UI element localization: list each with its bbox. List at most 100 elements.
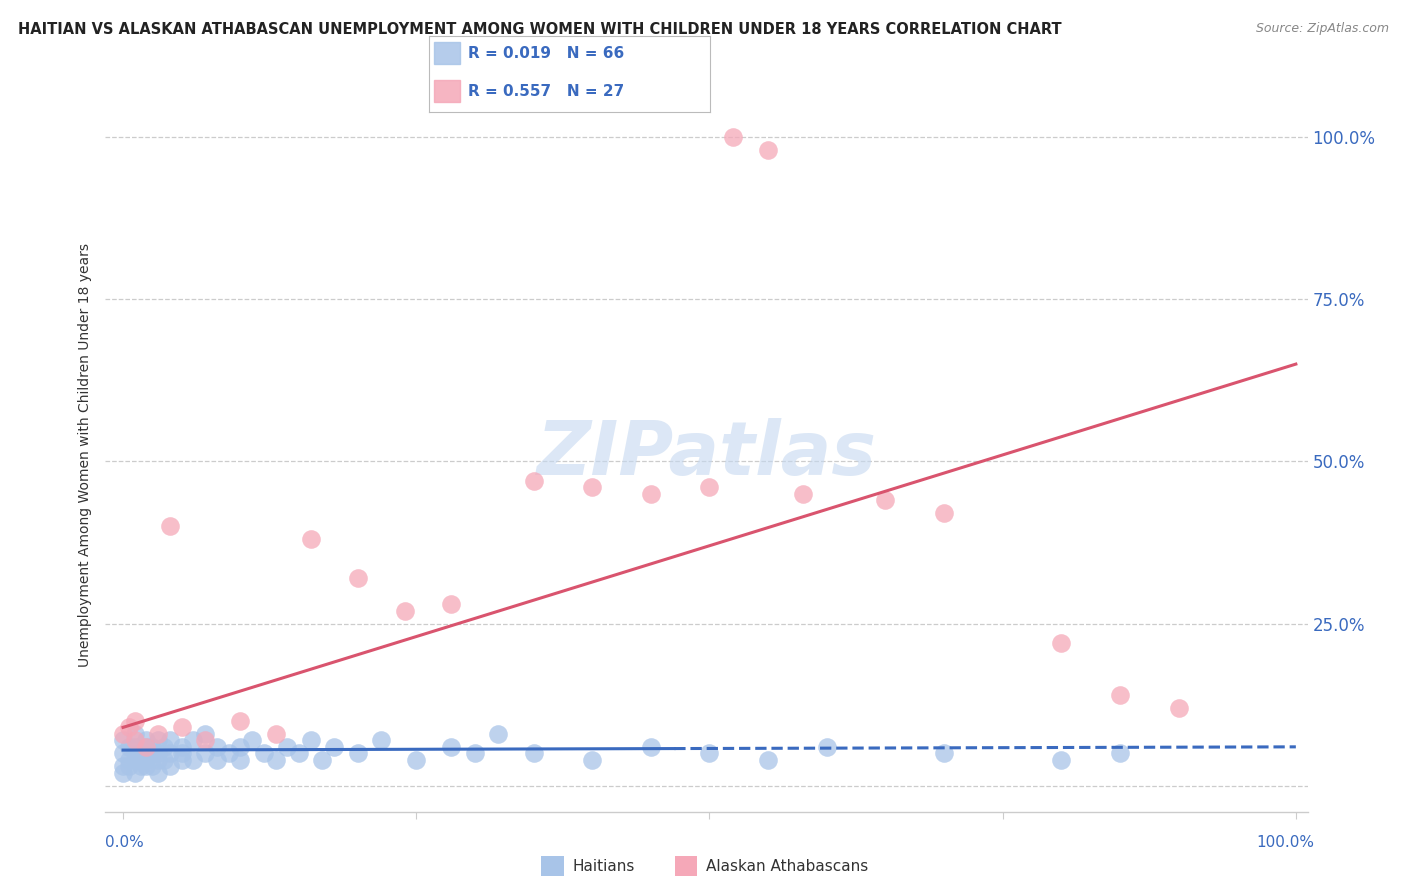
Point: [299, 533, 322, 547]
Point: [581, 753, 603, 767]
Text: Source: ZipAtlas.com: Source: ZipAtlas.com: [1256, 22, 1389, 36]
Point: [875, 493, 897, 508]
Point: [170, 747, 193, 761]
Point: [394, 604, 416, 618]
Point: [311, 753, 333, 767]
Point: [440, 739, 463, 754]
Point: [218, 747, 240, 761]
Point: [129, 753, 152, 767]
Point: [148, 765, 170, 780]
Point: [124, 727, 146, 741]
Point: [124, 733, 146, 747]
Point: [276, 739, 298, 754]
Point: [699, 747, 721, 761]
Point: [148, 753, 170, 767]
Point: [194, 733, 217, 747]
Point: [640, 739, 662, 754]
Point: [721, 130, 744, 145]
Point: [112, 759, 135, 773]
Point: [124, 714, 146, 728]
Point: [440, 597, 463, 611]
Y-axis label: Unemployment Among Women with Children Under 18 years: Unemployment Among Women with Children U…: [77, 243, 91, 667]
Point: [299, 733, 322, 747]
Point: [370, 733, 392, 747]
Point: [1050, 636, 1073, 650]
Point: [129, 747, 152, 761]
Point: [135, 733, 157, 747]
Text: Alaskan Athabascans: Alaskan Athabascans: [706, 859, 868, 873]
Point: [124, 753, 146, 767]
Bar: [434, 79, 460, 103]
Point: [229, 714, 252, 728]
Point: [229, 753, 252, 767]
Point: [159, 747, 181, 761]
Point: [522, 474, 544, 488]
Point: [264, 753, 287, 767]
Point: [112, 727, 135, 741]
Text: 100.0%: 100.0%: [1257, 836, 1315, 850]
Point: [135, 739, 157, 754]
Point: [135, 753, 157, 767]
Point: [118, 753, 141, 767]
Point: [124, 739, 146, 754]
Point: [124, 765, 146, 780]
Point: [159, 759, 181, 773]
Point: [148, 727, 170, 741]
Point: [932, 506, 955, 520]
Point: [194, 727, 217, 741]
Text: 0.0%: 0.0%: [105, 836, 145, 850]
Text: ZIPatlas: ZIPatlas: [537, 418, 876, 491]
Point: [464, 747, 486, 761]
Point: [153, 753, 176, 767]
Point: [932, 747, 955, 761]
Point: [346, 571, 368, 585]
Text: HAITIAN VS ALASKAN ATHABASCAN UNEMPLOYMENT AMONG WOMEN WITH CHILDREN UNDER 18 YE: HAITIAN VS ALASKAN ATHABASCAN UNEMPLOYME…: [18, 22, 1062, 37]
Point: [141, 747, 163, 761]
Point: [129, 759, 152, 773]
Point: [135, 739, 157, 754]
Point: [640, 487, 662, 501]
Point: [170, 753, 193, 767]
Point: [124, 747, 146, 761]
Point: [253, 747, 276, 761]
Point: [159, 733, 181, 747]
Point: [815, 739, 838, 754]
Point: [118, 720, 141, 734]
Text: Haitians: Haitians: [572, 859, 634, 873]
Point: [1109, 747, 1132, 761]
Point: [522, 747, 544, 761]
Point: [112, 733, 135, 747]
Point: [141, 759, 163, 773]
Point: [699, 480, 721, 494]
Point: [1050, 753, 1073, 767]
Text: R = 0.019   N = 66: R = 0.019 N = 66: [468, 45, 624, 61]
Point: [229, 739, 252, 754]
Point: [792, 487, 814, 501]
Point: [118, 739, 141, 754]
Point: [240, 733, 263, 747]
Point: [405, 753, 427, 767]
Point: [112, 765, 135, 780]
Text: R = 0.557   N = 27: R = 0.557 N = 27: [468, 84, 624, 98]
Point: [159, 519, 181, 533]
Point: [288, 747, 311, 761]
Point: [170, 739, 193, 754]
Point: [135, 759, 157, 773]
Point: [1109, 688, 1132, 702]
Point: [141, 739, 163, 754]
Point: [148, 733, 170, 747]
Bar: [434, 42, 460, 64]
Point: [153, 739, 176, 754]
Point: [205, 753, 228, 767]
Point: [581, 480, 603, 494]
Point: [148, 747, 170, 761]
Point: [323, 739, 346, 754]
Point: [756, 143, 779, 157]
Point: [183, 753, 205, 767]
Point: [346, 747, 368, 761]
Point: [170, 720, 193, 734]
Point: [756, 753, 779, 767]
Point: [486, 727, 509, 741]
Point: [1167, 701, 1189, 715]
Point: [264, 727, 287, 741]
